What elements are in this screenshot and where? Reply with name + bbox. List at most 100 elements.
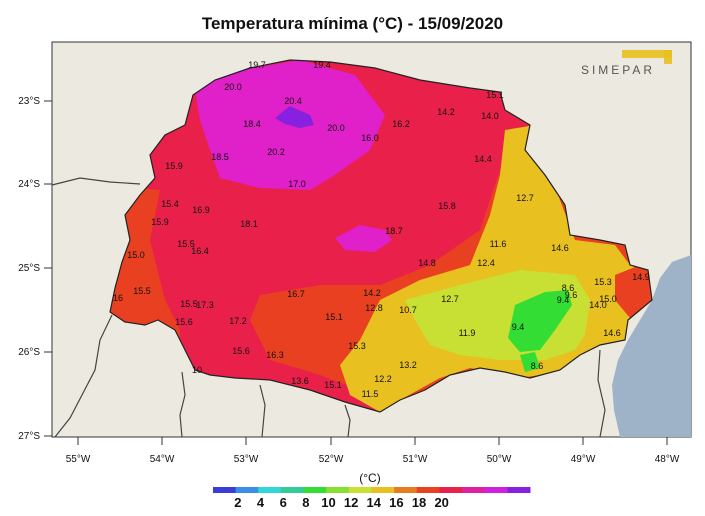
- legend-swatch: [258, 487, 282, 493]
- legend-swatch: [348, 487, 372, 493]
- lon-tick-label: 48°W: [655, 454, 680, 465]
- legend-swatch: [303, 487, 327, 493]
- station-value: 19.4: [313, 60, 331, 70]
- lat-tick-label: 26°S: [18, 347, 40, 358]
- station-value: 20.0: [224, 82, 242, 92]
- station-value: 16.9: [192, 205, 210, 215]
- station-value: 13.2: [399, 360, 417, 370]
- station-value: 11.9: [459, 328, 476, 338]
- station-value: 15.1: [325, 312, 343, 322]
- lon-tick-label: 52°W: [319, 454, 344, 465]
- station-value: 15.0: [599, 294, 617, 304]
- lon-tick-label: 53°W: [234, 454, 259, 465]
- legend-swatch: [416, 487, 440, 493]
- lat-tick-label: 23°S: [18, 96, 40, 107]
- legend-label: 12: [344, 495, 358, 510]
- lat-tick-label: 24°S: [18, 179, 40, 190]
- station-value: 15.3: [594, 277, 612, 287]
- station-value: 12.2: [374, 374, 392, 384]
- legend-swatch: [462, 487, 486, 493]
- station-value: 18.5: [211, 152, 229, 162]
- station-value: 14.8: [418, 258, 436, 268]
- station-value: 15.6: [175, 317, 193, 327]
- station-value: 13.6: [291, 376, 309, 386]
- station-value: 15.4: [161, 199, 179, 209]
- station-value: 18.1: [240, 219, 258, 229]
- svg-text:SIMEPAR: SIMEPAR: [581, 63, 655, 77]
- station-value: 18.7: [385, 226, 403, 236]
- legend-label: 6: [280, 495, 287, 510]
- station-value: 12.4: [477, 258, 495, 268]
- longitude-ticks: 55°W 54°W 53°W 52°W 51°W 50°W 49°W 48°W: [66, 437, 680, 465]
- station-value: 8.6: [531, 361, 544, 371]
- legend-label: 20: [434, 495, 448, 510]
- station-value: 17.2: [229, 316, 247, 326]
- station-value: 20.2: [267, 147, 285, 157]
- latitude-ticks: 23°S 24°S 25°S 26°S 27°S: [18, 96, 52, 442]
- legend-swatch: [235, 487, 259, 493]
- legend-label: 4: [257, 495, 265, 510]
- neighbor-borders: [51, 177, 606, 438]
- station-value: 16.0: [361, 133, 379, 143]
- station-value: 20.0: [327, 123, 345, 133]
- lon-tick-label: 49°W: [571, 454, 596, 465]
- legend-label: 16: [389, 495, 403, 510]
- lat-tick-label: 25°S: [18, 263, 40, 274]
- lat-tick-label: 27°S: [18, 431, 40, 442]
- station-value: 15.5: [133, 286, 151, 296]
- color-legend: 2 4 6 8 10 12 14 16 18 20: [213, 487, 531, 510]
- station-value: 15.0: [127, 250, 145, 260]
- station-value: 16.4: [191, 246, 209, 256]
- legend-swatch: [507, 487, 531, 493]
- station-value: 17.0: [288, 179, 306, 189]
- station-value: 14.2: [363, 288, 381, 298]
- station-value: 15.9: [151, 217, 169, 227]
- station-value: 14.0: [589, 300, 607, 310]
- station-value: 15.8: [438, 201, 456, 211]
- station-value: 14.4: [474, 154, 492, 164]
- lon-tick-label: 50°W: [487, 454, 512, 465]
- station-value: 14.6: [603, 328, 621, 338]
- legend-label: 14: [367, 495, 382, 510]
- station-value: 16: [113, 293, 123, 303]
- station-value: 14.9: [632, 272, 650, 282]
- station-value: 15.9: [165, 161, 183, 171]
- legend-swatch: [484, 487, 508, 493]
- legend-swatch: [371, 487, 395, 493]
- station-value: 12.8: [365, 303, 383, 313]
- station-value: 15.1: [486, 90, 504, 100]
- station-value: 9.4: [512, 322, 525, 332]
- station-value: 17.3: [196, 300, 214, 310]
- ocean: [612, 255, 691, 437]
- station-values: 19.7 19.4 20.0 20.4 18.4 20.0 16.0 16.2 15.1 14.2…: [113, 60, 650, 399]
- legend-swatch: [394, 487, 418, 493]
- station-value: 15.3: [348, 341, 366, 351]
- station-value: 12.7: [516, 193, 534, 203]
- legend-swatch: [326, 487, 350, 493]
- station-value: 19.7: [248, 60, 266, 70]
- station-value: 14.2: [437, 107, 455, 117]
- station-value: 15.1: [324, 380, 342, 390]
- station-value: 18.4: [243, 119, 261, 129]
- lon-tick-label: 51°W: [403, 454, 428, 465]
- station-value: 9.4: [557, 295, 570, 305]
- station-value: 11.5: [362, 389, 379, 399]
- station-value: 8.6: [562, 283, 575, 293]
- lon-tick-label: 54°W: [150, 454, 175, 465]
- legend-label: 2: [234, 495, 241, 510]
- map-title: Temperatura mínima (°C) - 15/09/2020: [201, 14, 504, 33]
- simepar-logo: SIMEPAR: [581, 50, 672, 77]
- station-value: 11.6: [490, 239, 507, 249]
- station-value: 15.5: [180, 299, 198, 309]
- station-value: 16.2: [392, 119, 410, 129]
- legend-label: 8: [302, 495, 309, 510]
- lon-tick-label: 55°W: [66, 454, 91, 465]
- station-value: 15.5: [177, 239, 195, 249]
- station-value: 20.4: [284, 96, 302, 106]
- legend-label: 18: [412, 495, 426, 510]
- station-value: 16.7: [287, 289, 305, 299]
- legend-swatch: [280, 487, 305, 493]
- station-value: 10: [192, 365, 202, 375]
- station-value: 16.3: [266, 350, 284, 360]
